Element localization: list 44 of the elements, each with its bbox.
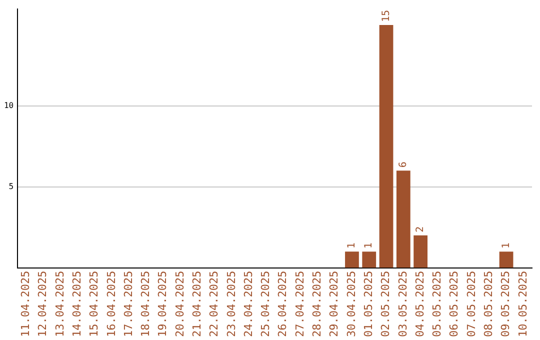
x-tick-label: 17.04.2025 xyxy=(122,270,135,338)
x-tick-label: 14.04.2025 xyxy=(70,270,84,338)
data-label: 1 xyxy=(500,242,512,249)
x-tick-label: 27.04.2025 xyxy=(293,270,306,338)
y-tick-label: 10 xyxy=(4,100,14,110)
x-tick-label: 29.04.2025 xyxy=(328,270,341,338)
bar xyxy=(414,235,428,268)
x-tick-label: 16.04.2025 xyxy=(104,270,118,338)
bar xyxy=(499,252,514,268)
x-tick-label: 01.05.2025 xyxy=(362,270,375,338)
bar xyxy=(345,252,359,268)
data-label: 1 xyxy=(364,242,375,249)
data-label: 2 xyxy=(415,226,426,232)
bar xyxy=(396,170,410,268)
x-tick-label: 15.04.2025 xyxy=(88,270,101,338)
x-tick-label: 03.05.2025 xyxy=(396,270,410,338)
x-tick-label: 12.04.2025 xyxy=(36,270,50,338)
x-tick-label: 05.05.2025 xyxy=(430,270,444,338)
x-tick-label: 23.04.2025 xyxy=(224,270,238,338)
bar xyxy=(362,252,376,268)
x-tick-label: 30.04.2025 xyxy=(344,270,358,338)
x-tick-label: 07.05.2025 xyxy=(464,270,478,338)
x-tick-label: 22.04.2025 xyxy=(208,270,221,338)
x-tick-label: 19.04.2025 xyxy=(156,270,170,338)
x-tick-label: 25.04.2025 xyxy=(259,270,272,338)
x-tick-label: 26.04.2025 xyxy=(276,270,290,338)
data-label: 15 xyxy=(380,10,392,22)
x-tick-label: 18.04.2025 xyxy=(139,270,152,338)
x-tick-label: 04.05.2025 xyxy=(413,270,426,338)
x-tick-label: 10.05.2025 xyxy=(516,270,530,338)
x-tick-label: 11.04.2025 xyxy=(19,270,32,338)
x-tick-label: 06.05.2025 xyxy=(448,270,461,338)
x-tick-label: 08.05.2025 xyxy=(482,270,495,338)
x-tick-label: 02.05.2025 xyxy=(379,270,392,338)
y-tick-label: 5 xyxy=(8,182,14,191)
x-tick-label: 09.05.2025 xyxy=(499,270,512,338)
data-label: 6 xyxy=(398,162,409,168)
data-label: 1 xyxy=(346,242,358,249)
x-tick-label: 13.04.2025 xyxy=(53,270,66,338)
x-tick-label: 24.04.2025 xyxy=(242,270,255,338)
x-tick-label: 28.04.2025 xyxy=(310,270,324,338)
bar xyxy=(379,24,394,268)
x-tick-label: 21.04.2025 xyxy=(190,270,204,338)
x-tick-label: 20.04.2025 xyxy=(173,270,186,338)
